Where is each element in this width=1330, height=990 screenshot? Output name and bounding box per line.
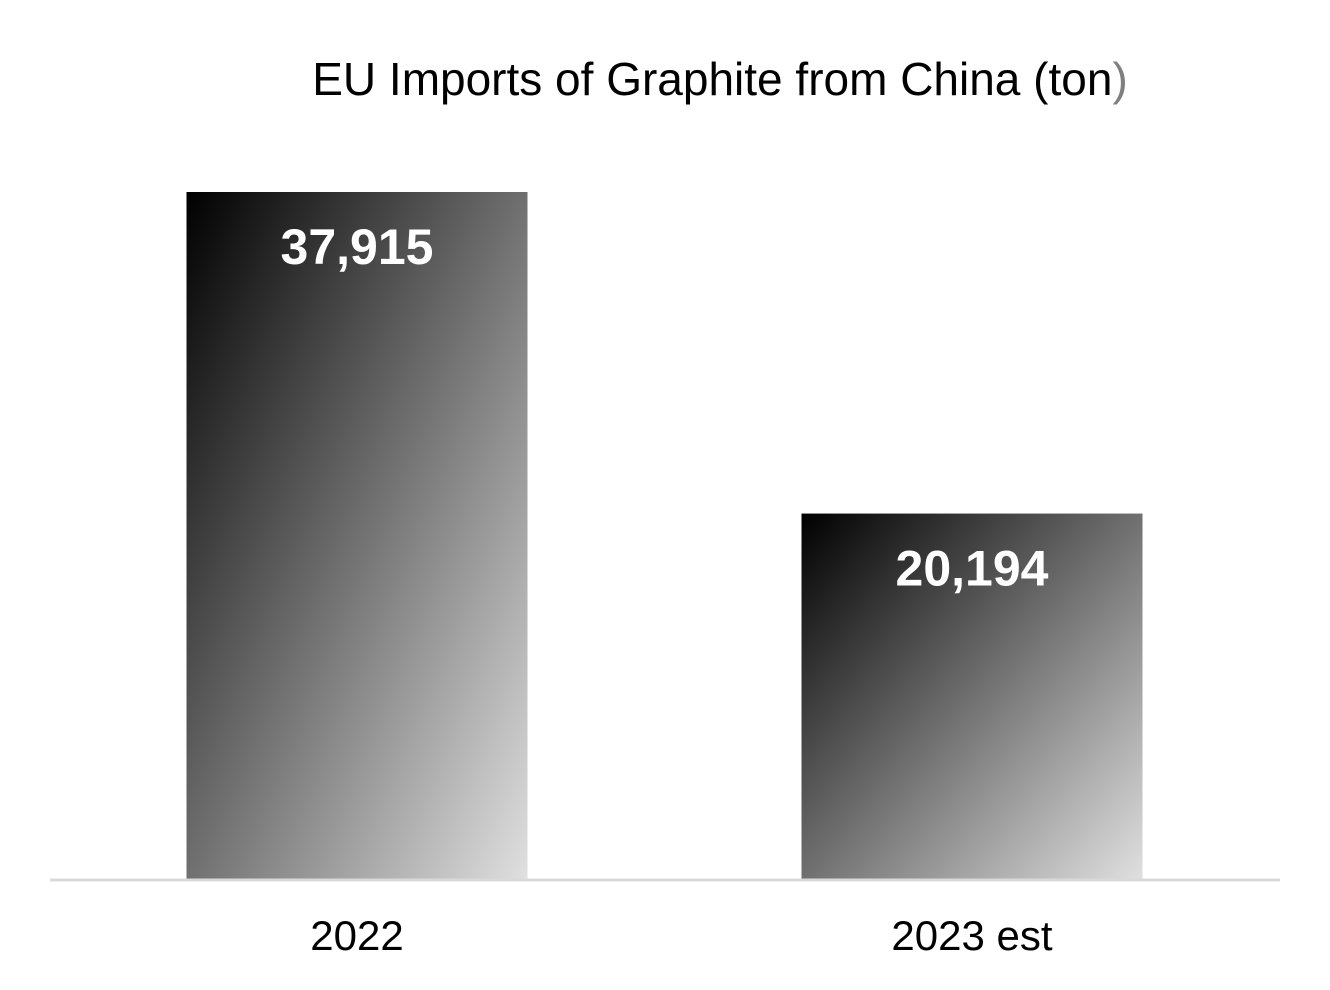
bar-2022 [186,192,528,880]
chart-title-main: EU Imports of Graphite from China (ton [312,53,1112,105]
data-label-2023-est: 20,194 [896,541,1049,597]
bars-group: 37,915 20,194 [186,192,1143,880]
bar-2023-est [801,513,1143,880]
x-tick-label-2023-est: 2023 est [891,912,1052,959]
data-label-2022: 37,915 [281,219,434,275]
x-tick-label-2022: 2022 [310,912,403,959]
chart-title-paren: ) [1112,53,1127,105]
labels-group: 2022 2023 est [310,912,1053,959]
chart-title: EU Imports of Graphite from China (ton) [312,53,1128,105]
